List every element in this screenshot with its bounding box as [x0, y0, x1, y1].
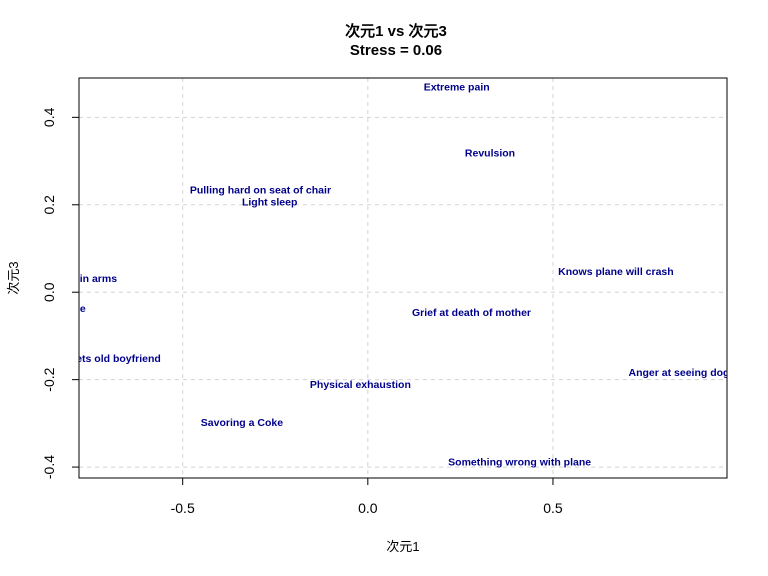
point-label: Revulsion — [465, 147, 515, 159]
y-axis-label: 次元3 — [6, 261, 21, 294]
data-points: Extreme pain Revulsion Pulling hard on sea… — [0, 82, 767, 469]
x-axis-label: 次元1 — [386, 539, 419, 554]
point-label: Pulling hard on seat of chair — [190, 184, 331, 196]
point-label: Savoring a Coke — [201, 417, 283, 429]
x-tick-label: -0.5 — [171, 500, 195, 516]
axes: -0.5 0.0 0.5 -0.4 -0.2 0.0 0.2 0.4 — [41, 107, 563, 516]
point-label: Maternal love-baby in arms — [0, 273, 117, 285]
point-label: Something wrong with plane — [448, 456, 591, 468]
point-label: Pleasant surprise — [0, 303, 86, 315]
y-tick-label: -0.4 — [41, 455, 57, 479]
point-label: Grief at death of mother — [412, 307, 531, 319]
point-label: Anger at seeing dog beaten — [629, 367, 767, 379]
point-label: Unexpectedly meets old boyfriend — [0, 353, 161, 365]
y-tick-label: -0.2 — [41, 367, 57, 391]
x-tick-label: 0.5 — [543, 500, 563, 516]
y-tick-label: 0.0 — [41, 282, 57, 302]
y-tick-label: 0.4 — [41, 107, 57, 127]
point-label: Knows plane will crash — [558, 266, 674, 278]
point-label: Extreme pain — [424, 82, 490, 94]
point-label: Physical exhaustion — [310, 379, 411, 391]
x-tick-label: 0.0 — [358, 500, 378, 516]
grid — [79, 78, 727, 478]
point-label: Light sleep — [242, 197, 297, 209]
chart-subtitle: Stress = 0.06 — [350, 42, 442, 59]
y-tick-label: 0.2 — [41, 195, 57, 215]
chart-title: 次元1 vs 次元3 — [345, 22, 447, 40]
plot-frame — [78, 77, 728, 479]
